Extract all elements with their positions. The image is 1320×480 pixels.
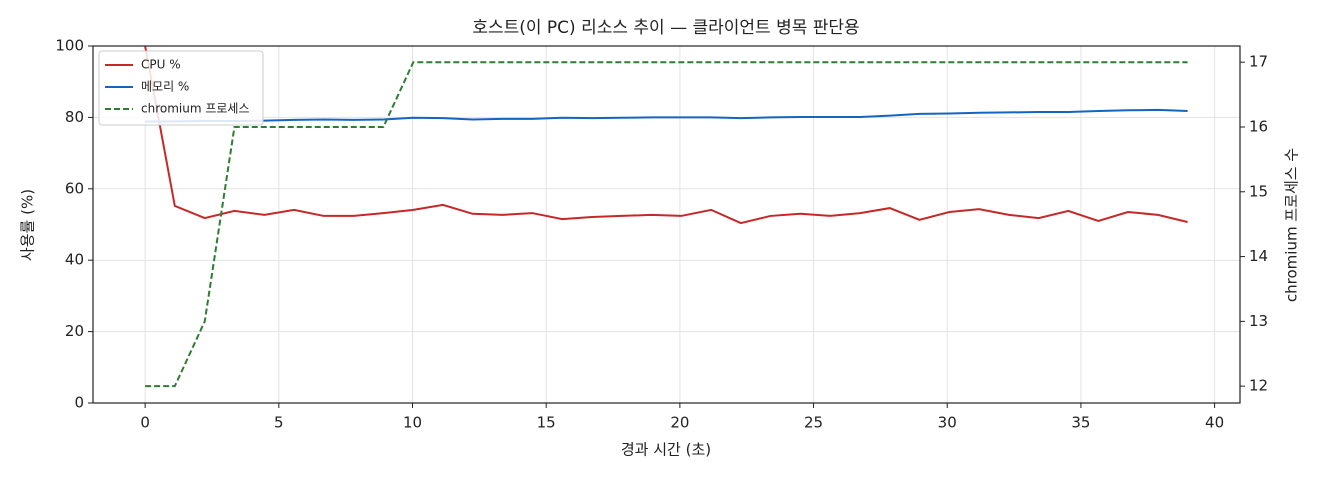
legend-label: 메모리 % (141, 80, 189, 94)
y2-tick-label: 16 (1249, 117, 1268, 135)
y-tick-label: 60 (65, 179, 84, 197)
y2-tick-label: 17 (1249, 53, 1268, 71)
y-tick-label: 40 (65, 251, 84, 269)
x-tick-label: 25 (804, 414, 823, 432)
series-line (145, 61, 1188, 388)
legend-label: CPU % (141, 58, 181, 72)
y-tick-label: 0 (74, 394, 84, 412)
legend-box (98, 50, 264, 126)
y2-tick-label: 12 (1249, 377, 1268, 395)
y2-tick-label: 14 (1249, 247, 1268, 265)
y2-tick-label: 15 (1249, 182, 1268, 200)
y-axis-label: 사용률 (%) (19, 189, 37, 261)
y-tick-label: 20 (65, 322, 84, 340)
plot-frame (92, 45, 1241, 404)
x-tick-label: 35 (1071, 414, 1090, 432)
series-line (145, 108, 1188, 123)
x-tick-label: 20 (670, 414, 689, 432)
x-tick-label: 10 (403, 414, 422, 432)
y2-axis-label: chromium 프로세스 수 (1283, 148, 1301, 302)
chart-title: 호스트(이 PC) 리소스 추이 — 클라이언트 병목 판단용 (472, 18, 859, 38)
legend-label: chromium 프로세스 (141, 102, 250, 116)
x-tick-label: 30 (938, 414, 957, 432)
x-axis-label: 경과 시간 (초) (621, 441, 711, 459)
series-line (144, 45, 1188, 225)
x-tick-label: 40 (1205, 414, 1224, 432)
x-tick-label: 15 (537, 414, 556, 432)
y2-tick-label: 13 (1249, 312, 1268, 330)
y-tick-label: 80 (65, 108, 84, 126)
x-tick-label: 5 (274, 414, 284, 432)
y-tick-label: 100 (55, 37, 84, 55)
x-tick-label: 0 (140, 414, 150, 432)
